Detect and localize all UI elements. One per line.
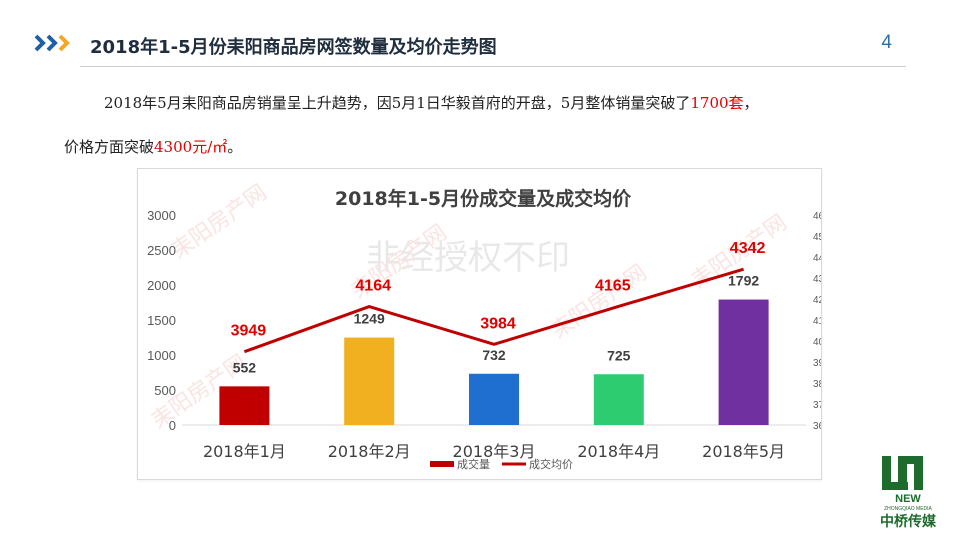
x-axis-labels: 2018年1月 2018年2月 2018年3月 2018年4月 2018年5月: [203, 442, 785, 461]
combo-chart: 非经授权不印 耒阳房产网 耒阳房产网 耒阳房产网 耒阳房产网 耒阳房产网 201…: [147, 180, 821, 471]
legend-label: 成交均价: [529, 457, 573, 471]
logo-brand-cn: 中桥传媒: [880, 513, 937, 530]
right-tick-label: 4100: [813, 316, 821, 327]
right-tick-label: 3800: [813, 379, 821, 390]
right-tick-label: 4200: [813, 295, 821, 306]
bar-value-label: 725: [607, 347, 631, 363]
bar: [219, 386, 270, 425]
x-tick-label: 2018年3月: [453, 442, 536, 461]
sales-highlight: 1700套: [690, 94, 744, 112]
bar: [718, 299, 769, 425]
x-tick-label: 2018年2月: [328, 442, 411, 461]
summary-line-2-end: 。: [227, 138, 243, 156]
price-highlight: 4300元/㎡: [154, 138, 228, 156]
right-tick-label: 3700: [813, 400, 821, 411]
summary-line-1-text: 2018年5月耒阳商品房销量呈上升趋势，因5月1日华毅首府的开盘，5月整体销量突…: [104, 94, 691, 112]
zhongqiao-media-logo: NEW ZHONGQIAO MEDIA 中桥传媒: [880, 456, 937, 530]
bar: [593, 374, 644, 425]
line-value-label: 3984: [480, 315, 516, 332]
price-line: [243, 267, 745, 354]
chevrons-icon: [34, 34, 70, 52]
right-tick-label: 4400: [813, 253, 821, 264]
legend: 成交量 成交均价: [430, 457, 573, 471]
line-series: 3949 4164 3984 4165 4342: [231, 240, 766, 354]
bar-value-label: 552: [233, 359, 257, 375]
chart-title: 2018年1-5月份成交量及成交均价: [335, 187, 632, 210]
line-value-label: 4164: [355, 278, 391, 295]
page-title: 2018年1-5月份耒阳商品房网签数量及均价走势图: [90, 37, 497, 58]
header-divider: [80, 66, 906, 67]
bar: [344, 337, 395, 425]
watermark-brand: 耒阳房产网: [167, 180, 271, 264]
x-tick-label: 2018年5月: [702, 442, 785, 461]
x-tick-label: 2018年4月: [577, 442, 660, 461]
right-tick-label: 4600: [813, 211, 821, 222]
bar-value-label: 1249: [354, 311, 385, 327]
left-tick-label: 500: [154, 383, 176, 398]
summary-line-1-end: ，: [743, 94, 759, 112]
line-value-label: 3949: [231, 323, 267, 340]
summary-line-2-text: 价格方面突破: [64, 138, 155, 156]
page-number: 4: [881, 32, 892, 53]
bar-value-label: 732: [482, 347, 506, 363]
legend-label: 成交量: [457, 457, 490, 471]
logo-brand-en: NEW: [895, 493, 921, 505]
line-value-label: 4342: [730, 240, 766, 257]
logo-brand-sub: ZHONGQIAO MEDIA: [884, 506, 932, 512]
left-tick-label: 2500: [147, 243, 176, 258]
summary-line-2: 价格方面突破4300元/㎡。: [64, 136, 242, 157]
left-tick-label: 1000: [147, 348, 176, 363]
chart-container: 非经授权不印 耒阳房产网 耒阳房产网 耒阳房产网 耒阳房产网 耒阳房产网 201…: [137, 168, 822, 480]
right-tick-label: 4000: [813, 337, 821, 348]
left-tick-label: 0: [169, 418, 176, 433]
left-tick-label: 1500: [147, 313, 176, 328]
slide-header: 2018年1-5月份耒阳商品房网签数量及均价走势图 4: [0, 0, 960, 70]
legend-swatch-bar: [430, 461, 454, 467]
summary-line-1: 2018年5月耒阳商品房销量呈上升趋势，因5月1日华毅首府的开盘，5月整体销量突…: [104, 92, 759, 113]
x-tick-label: 2018年1月: [203, 442, 286, 461]
watermark-text: 非经授权不印: [366, 238, 570, 278]
bar-series: 552 1249 732 725 1792: [219, 273, 769, 425]
right-tick-label: 3900: [813, 358, 821, 369]
right-tick-label: 4300: [813, 274, 821, 285]
right-tick-label: 3600: [813, 421, 821, 432]
right-axis: 3600 3700 3800 3900 4000 4100 4200 4300 4400 4500…: [813, 211, 821, 432]
left-tick-label: 3000: [147, 208, 176, 223]
bar: [469, 373, 519, 425]
line-value-label: 4165: [595, 277, 631, 294]
left-tick-label: 2000: [147, 278, 176, 293]
right-tick-label: 4500: [813, 232, 821, 243]
bar-value-label: 1792: [728, 273, 759, 289]
